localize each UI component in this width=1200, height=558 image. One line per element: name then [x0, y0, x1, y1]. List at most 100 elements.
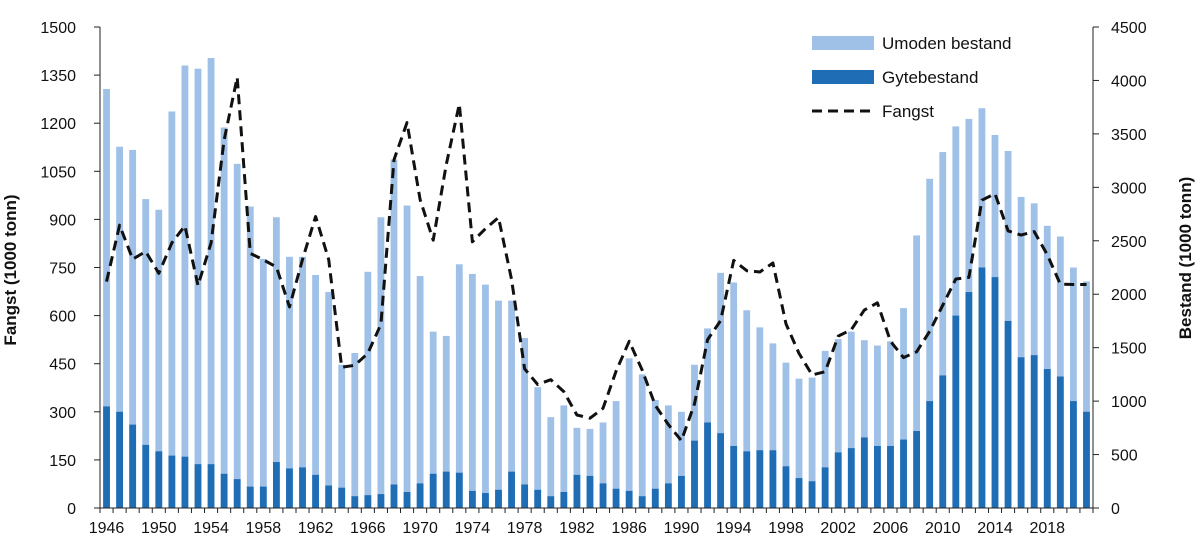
y-left-tick-label-450: 450	[49, 357, 76, 374]
y-right-tick-label-3500: 3500	[1111, 127, 1147, 144]
x-tick-label-1990: 1990	[664, 520, 700, 537]
bar-gytebestand-1954	[207, 464, 215, 508]
bar-gytebestand-1978	[521, 484, 529, 508]
x-tick-label-1958: 1958	[246, 520, 282, 537]
legend-swatch-umoden-bestand	[812, 36, 874, 50]
y-axis-left-title: Fangst (1000 tonn)	[1, 194, 20, 345]
bar-umoden-bestand-1983	[586, 428, 594, 508]
legend-label-umoden-bestand: Umoden bestand	[882, 34, 1011, 53]
bar-gytebestand-1966	[364, 495, 372, 508]
bar-gytebestand-2015	[1004, 320, 1012, 508]
bar-umoden-bestand-1987	[638, 374, 646, 508]
x-tick-label-1970: 1970	[402, 520, 438, 537]
bar-gytebestand-1963	[325, 485, 333, 508]
bar-gytebestand-1979	[534, 489, 542, 508]
bar-gytebestand-1957	[246, 486, 254, 508]
x-tick-label-2014: 2014	[977, 520, 1013, 537]
bar-umoden-bestand-1992	[704, 328, 711, 508]
bar-umoden-bestand-2016	[1017, 196, 1025, 508]
y-left-tick-label-900: 900	[49, 212, 76, 229]
bar-umoden-bestand-1962	[312, 274, 319, 508]
bar-umoden-bestand-1948	[129, 149, 137, 508]
y-right-tick-label-500: 500	[1111, 448, 1138, 465]
bar-gytebestand-2016	[1017, 357, 1025, 508]
y-right-tick-label-4000: 4000	[1111, 73, 1147, 90]
bar-gytebestand-2018	[1043, 369, 1051, 508]
bar-gytebestand-1948	[129, 424, 137, 508]
bar-umoden-bestand-1984	[599, 422, 607, 508]
legend-label-fangst: Fangst	[882, 102, 934, 121]
bar-gytebestand-1958	[259, 486, 267, 508]
bar-umoden-bestand-2005	[874, 345, 881, 508]
y-right-tick-label-3000: 3000	[1111, 180, 1147, 197]
bar-umoden-bestand-1980	[547, 417, 555, 508]
bar-umoden-bestand-1989	[664, 405, 672, 508]
bar-gytebestand-1993	[717, 433, 725, 508]
bar-umoden-bestand-1955	[220, 127, 228, 508]
bar-umoden-bestand-2004	[860, 340, 868, 508]
y-left-tick-label-1350: 1350	[40, 68, 76, 85]
bar-gytebestand-1959	[272, 462, 280, 508]
bar-umoden-bestand-1956	[233, 163, 241, 508]
bar-gytebestand-1981	[560, 491, 568, 508]
bar-gytebestand-1999	[795, 478, 803, 508]
bar-gytebestand-2002	[834, 452, 842, 508]
x-tick-label-2010: 2010	[925, 520, 961, 537]
bar-umoden-bestand-1952	[181, 65, 189, 508]
bar-gytebestand-1998	[782, 466, 790, 508]
bar-umoden-bestand-2006	[887, 341, 894, 508]
y-right-tick-label-1500: 1500	[1111, 341, 1147, 358]
bar-umoden-bestand-2019	[1056, 236, 1064, 508]
bar-gytebestand-1960	[286, 468, 293, 508]
bar-gytebestand-2019	[1056, 376, 1064, 508]
x-tick-label-2002: 2002	[820, 520, 856, 537]
y-left-tick-label-1050: 1050	[40, 164, 76, 181]
y-right-tick-label-2500: 2500	[1111, 234, 1147, 251]
bar-umoden-bestand-1951	[168, 111, 176, 508]
bar-gytebestand-1952	[181, 456, 189, 508]
bar-gytebestand-2011	[952, 315, 960, 508]
bar-gytebestand-1951	[168, 455, 176, 508]
bar-gytebestand-1962	[312, 474, 319, 508]
bar-umoden-bestand-1969	[403, 205, 411, 508]
bar-umoden-bestand-1998	[782, 362, 790, 508]
y-left-tick-label-1500: 1500	[40, 20, 76, 37]
bar-umoden-bestand-1973	[455, 264, 463, 508]
x-tick-label-2018: 2018	[1029, 520, 1065, 537]
axes-layer	[94, 26, 1099, 513]
bar-umoden-bestand-1963	[325, 292, 333, 508]
y-right-tick-label-0: 0	[1111, 501, 1120, 518]
bar-umoden-bestand-1972	[442, 335, 450, 508]
tick-label-layer: 0 150 300 450 600 750 900 1050 1200 1350 1500 0 500 1…	[40, 20, 1146, 537]
x-tick-label-1974: 1974	[455, 520, 491, 537]
bar-umoden-bestand-1999	[795, 378, 803, 508]
bar-umoden-bestand-1970	[416, 276, 424, 508]
bar-umoden-bestand-1975	[482, 284, 489, 508]
legend-swatch-gytebestand	[812, 70, 874, 84]
bar-umoden-bestand-1985	[612, 401, 620, 508]
bar-gytebestand-1975	[482, 493, 489, 508]
bar-umoden-bestand-1971	[429, 331, 437, 508]
bar-gytebestand-2014	[991, 277, 999, 508]
legend-label-gytebestand: Gytebestand	[882, 68, 978, 87]
y-axis-right-title: Bestand (1000 tonn)	[1176, 177, 1195, 339]
bar-gytebestand-1955	[220, 473, 228, 508]
bar-gytebestand-1976	[495, 489, 502, 508]
bar-gytebestand-1970	[416, 483, 424, 508]
bar-umoden-bestand-1959	[272, 217, 280, 509]
bar-gytebestand-1980	[547, 496, 555, 508]
x-tick-label-1962: 1962	[298, 520, 334, 537]
bar-gytebestand-1956	[233, 479, 241, 508]
bar-gytebestand-1967	[377, 494, 385, 508]
y-right-tick-label-4500: 4500	[1111, 20, 1147, 37]
bar-gytebestand-2017	[1030, 355, 1038, 508]
bar-gytebestand-2009	[926, 401, 934, 508]
bar-umoden-bestand-2021	[1083, 281, 1090, 508]
bar-umoden-bestand-1968	[390, 159, 398, 508]
bar-umoden-bestand-2003	[847, 331, 855, 508]
bar-gytebestand-2004	[860, 437, 868, 508]
bar-umoden-bestand-1982	[573, 427, 581, 508]
bar-gytebestand-1983	[586, 475, 594, 508]
bar-gytebestand-1968	[390, 484, 398, 508]
y-left-tick-label-300: 300	[49, 405, 76, 422]
